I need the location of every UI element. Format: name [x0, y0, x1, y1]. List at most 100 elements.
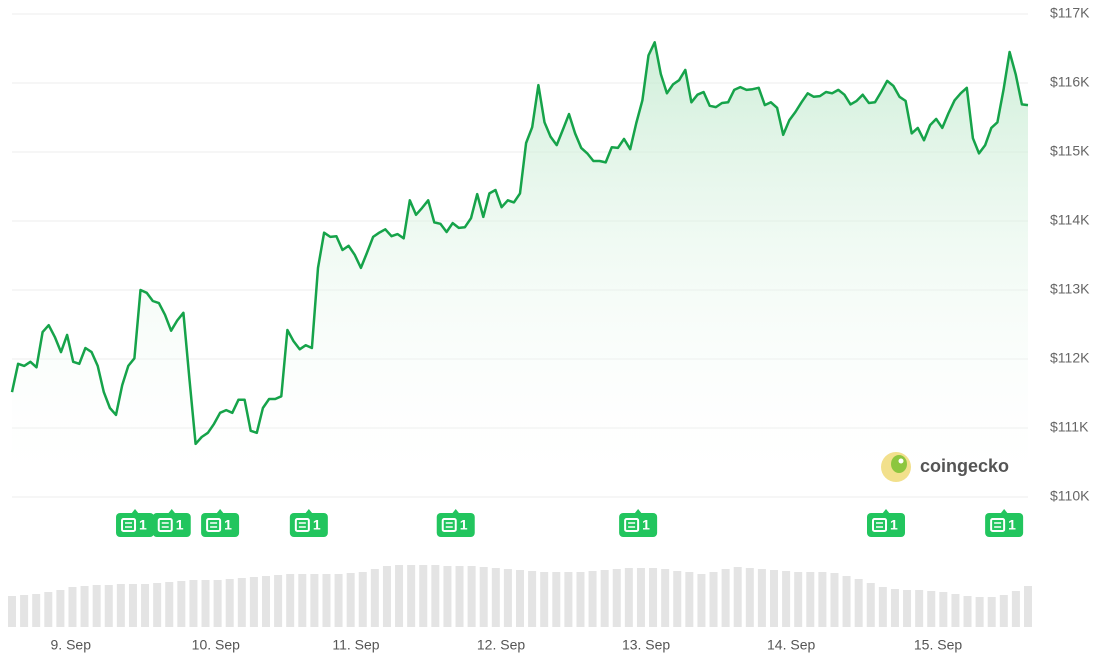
- logo-eye: [898, 458, 904, 464]
- volume-bar: [32, 594, 41, 627]
- volume-bar: [830, 573, 839, 627]
- volume-bar: [213, 580, 222, 627]
- badge-icon: [872, 518, 888, 532]
- price-area: [12, 42, 1028, 498]
- news-badge[interactable]: 1: [436, 509, 475, 537]
- volume-bar: [1011, 591, 1020, 627]
- volume-bar: [939, 592, 948, 627]
- volume-bar: [564, 572, 573, 627]
- volume-bar: [866, 583, 875, 627]
- volume-bar: [528, 571, 537, 627]
- volume-bar: [189, 580, 198, 627]
- badge-pointer: [167, 509, 176, 514]
- volume-bar: [673, 571, 682, 627]
- volume-bar: [382, 566, 391, 627]
- volume-bar: [806, 572, 815, 627]
- volume-bar: [358, 572, 367, 627]
- volume-bar: [370, 569, 379, 627]
- volume-bar: [733, 567, 742, 627]
- x-tick-label: 9. Sep: [51, 637, 92, 653]
- news-badge[interactable]: 1: [619, 509, 658, 537]
- badge-count: 1: [460, 517, 468, 533]
- volume-bar: [274, 575, 283, 627]
- volume-bar: [92, 585, 101, 627]
- volume-bar: [842, 576, 851, 627]
- volume-bar: [262, 576, 270, 627]
- watermark-text: coingecko: [920, 456, 1009, 476]
- news-badge[interactable]: 1: [985, 509, 1024, 537]
- volume-bar: [854, 579, 863, 627]
- news-badge[interactable]: 1: [201, 509, 240, 537]
- volume-bar: [141, 584, 150, 627]
- volume-bar: [431, 565, 440, 627]
- volume-bar: [552, 572, 561, 627]
- badge-pointer: [634, 509, 643, 514]
- volume-bar: [128, 584, 137, 627]
- volume-bar: [927, 591, 936, 627]
- badge-pointer: [216, 509, 225, 514]
- badge-count: 1: [139, 517, 147, 533]
- volume-bar: [782, 571, 791, 627]
- volume-bar: [576, 572, 585, 627]
- y-tick-label: $114K: [1050, 212, 1090, 228]
- volume-bar: [661, 569, 670, 627]
- volume-bar: [636, 568, 645, 627]
- y-tick-label: $110K: [1050, 488, 1090, 504]
- badge-icon: [206, 518, 222, 532]
- volume-bar: [697, 574, 706, 627]
- logo-head: [891, 455, 907, 473]
- volume-bar: [44, 592, 53, 627]
- badge-count: 1: [313, 517, 321, 533]
- volume-bar: [177, 581, 186, 627]
- y-tick-label: $117K: [1050, 5, 1090, 21]
- volume-bar: [479, 567, 488, 627]
- volume-bar: [721, 569, 730, 627]
- volume-bar: [407, 565, 416, 627]
- y-tick-label: $113K: [1050, 281, 1090, 297]
- volume-bar: [491, 568, 500, 627]
- volume-bar: [951, 594, 960, 627]
- volume-bar: [588, 571, 597, 627]
- volume-bar: [818, 572, 827, 627]
- badge-pointer: [451, 509, 460, 514]
- badge-icon: [624, 518, 640, 532]
- volume-bar: [600, 570, 609, 627]
- volume-bar: [467, 566, 476, 627]
- volume-bar: [165, 582, 174, 627]
- badge-count: 1: [176, 517, 184, 533]
- news-badge[interactable]: 1: [152, 509, 191, 537]
- volume-bar: [503, 569, 512, 627]
- y-tick-label: $111K: [1050, 419, 1089, 435]
- badge-count: 1: [224, 517, 232, 533]
- volume-bar: [322, 574, 331, 627]
- volume-bar: [999, 595, 1008, 627]
- x-tick-label: 14. Sep: [767, 637, 815, 653]
- x-tick-label: 12. Sep: [477, 637, 525, 653]
- volume-bar: [395, 565, 404, 627]
- volume-bar: [516, 570, 524, 627]
- volume-bar: [443, 566, 452, 627]
- volume-bar: [116, 584, 125, 627]
- news-badge[interactable]: 1: [289, 509, 328, 537]
- volume-bar: [987, 597, 996, 627]
- volume-bar: [770, 570, 778, 627]
- x-tick-label: 13. Sep: [622, 637, 670, 653]
- news-badge[interactable]: 1: [867, 509, 906, 537]
- badge-icon: [990, 518, 1006, 532]
- badge-pointer: [131, 509, 140, 514]
- volume-bar: [890, 589, 899, 627]
- volume-bar: [237, 578, 246, 627]
- badge-icon: [157, 518, 173, 532]
- badge-count: 1: [1008, 517, 1016, 533]
- volume-bar: [915, 590, 924, 627]
- volume-bar: [286, 574, 295, 627]
- volume-bar: [903, 590, 912, 627]
- volume-bar: [794, 572, 803, 627]
- badge-pointer: [882, 509, 891, 514]
- badge-pointer: [304, 509, 313, 514]
- badge-icon: [441, 518, 457, 532]
- volume-bar: [455, 566, 464, 627]
- news-badge[interactable]: 1: [116, 509, 155, 537]
